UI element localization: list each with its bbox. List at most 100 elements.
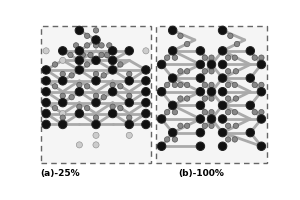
- Circle shape: [77, 104, 82, 109]
- Circle shape: [110, 82, 115, 88]
- Circle shape: [43, 89, 49, 95]
- Circle shape: [257, 60, 266, 69]
- Circle shape: [209, 123, 214, 128]
- Circle shape: [58, 98, 67, 107]
- Circle shape: [164, 55, 170, 60]
- Circle shape: [84, 84, 90, 89]
- Circle shape: [60, 57, 66, 63]
- Circle shape: [169, 26, 177, 35]
- Circle shape: [52, 62, 58, 67]
- Circle shape: [80, 52, 86, 58]
- Circle shape: [164, 109, 170, 115]
- Circle shape: [233, 69, 238, 74]
- Circle shape: [196, 128, 205, 137]
- Text: (b)-100%: (b)-100%: [178, 169, 224, 178]
- Circle shape: [202, 96, 208, 101]
- Circle shape: [88, 52, 93, 58]
- Circle shape: [84, 33, 90, 39]
- Circle shape: [232, 137, 238, 142]
- Circle shape: [42, 109, 50, 118]
- FancyBboxPatch shape: [40, 26, 152, 163]
- Circle shape: [202, 82, 208, 88]
- Circle shape: [108, 47, 117, 55]
- Circle shape: [75, 66, 84, 74]
- Circle shape: [218, 101, 227, 110]
- Circle shape: [246, 74, 254, 82]
- Circle shape: [42, 66, 50, 74]
- Circle shape: [75, 47, 84, 55]
- Circle shape: [218, 115, 227, 123]
- Circle shape: [184, 96, 190, 101]
- Circle shape: [58, 120, 67, 129]
- Circle shape: [259, 82, 264, 88]
- Circle shape: [118, 105, 123, 111]
- Circle shape: [164, 82, 170, 88]
- Circle shape: [58, 47, 67, 55]
- Circle shape: [93, 132, 99, 138]
- Circle shape: [93, 71, 99, 77]
- Circle shape: [77, 82, 82, 88]
- Circle shape: [126, 132, 132, 138]
- FancyBboxPatch shape: [156, 26, 267, 163]
- Circle shape: [84, 62, 90, 67]
- Circle shape: [178, 96, 183, 101]
- Circle shape: [225, 55, 231, 60]
- Circle shape: [252, 82, 257, 88]
- Circle shape: [93, 115, 99, 120]
- Circle shape: [196, 101, 205, 110]
- Circle shape: [142, 77, 150, 85]
- Circle shape: [228, 33, 233, 39]
- Circle shape: [99, 52, 104, 58]
- Circle shape: [68, 52, 73, 58]
- Circle shape: [92, 56, 100, 65]
- Circle shape: [42, 77, 50, 85]
- Circle shape: [202, 69, 208, 74]
- Circle shape: [225, 137, 231, 142]
- Circle shape: [257, 87, 266, 96]
- Circle shape: [184, 82, 190, 88]
- Circle shape: [257, 142, 266, 150]
- Circle shape: [164, 137, 170, 142]
- Circle shape: [108, 109, 117, 118]
- Circle shape: [225, 82, 231, 88]
- Circle shape: [158, 60, 166, 69]
- Circle shape: [234, 41, 240, 47]
- Circle shape: [196, 142, 205, 150]
- Circle shape: [101, 73, 106, 78]
- Circle shape: [202, 123, 208, 128]
- Circle shape: [259, 109, 264, 115]
- Circle shape: [158, 87, 166, 96]
- Circle shape: [104, 52, 110, 58]
- Circle shape: [60, 110, 66, 117]
- Circle shape: [93, 43, 99, 48]
- Circle shape: [108, 87, 117, 96]
- Circle shape: [75, 56, 84, 65]
- Circle shape: [252, 55, 257, 60]
- Circle shape: [246, 128, 254, 137]
- Circle shape: [75, 87, 84, 96]
- Circle shape: [196, 74, 205, 82]
- Circle shape: [99, 43, 104, 48]
- Circle shape: [93, 93, 99, 99]
- Circle shape: [225, 69, 231, 74]
- Circle shape: [233, 123, 238, 128]
- Circle shape: [202, 109, 208, 115]
- Circle shape: [84, 105, 90, 111]
- Circle shape: [93, 142, 99, 148]
- Circle shape: [232, 109, 238, 115]
- Circle shape: [158, 115, 166, 123]
- Circle shape: [184, 41, 190, 47]
- Circle shape: [58, 77, 67, 85]
- Circle shape: [169, 101, 177, 110]
- Circle shape: [218, 60, 227, 69]
- Circle shape: [169, 128, 177, 137]
- Circle shape: [225, 109, 231, 115]
- Circle shape: [42, 120, 50, 129]
- Circle shape: [202, 55, 208, 60]
- Circle shape: [246, 101, 254, 110]
- Circle shape: [169, 74, 177, 82]
- Circle shape: [225, 123, 231, 128]
- Circle shape: [196, 115, 205, 123]
- Circle shape: [93, 28, 99, 33]
- Circle shape: [207, 87, 216, 96]
